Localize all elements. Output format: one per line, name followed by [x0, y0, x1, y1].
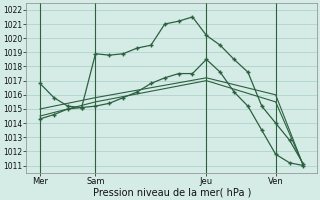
- X-axis label: Pression niveau de la mer( hPa ): Pression niveau de la mer( hPa ): [92, 187, 251, 197]
